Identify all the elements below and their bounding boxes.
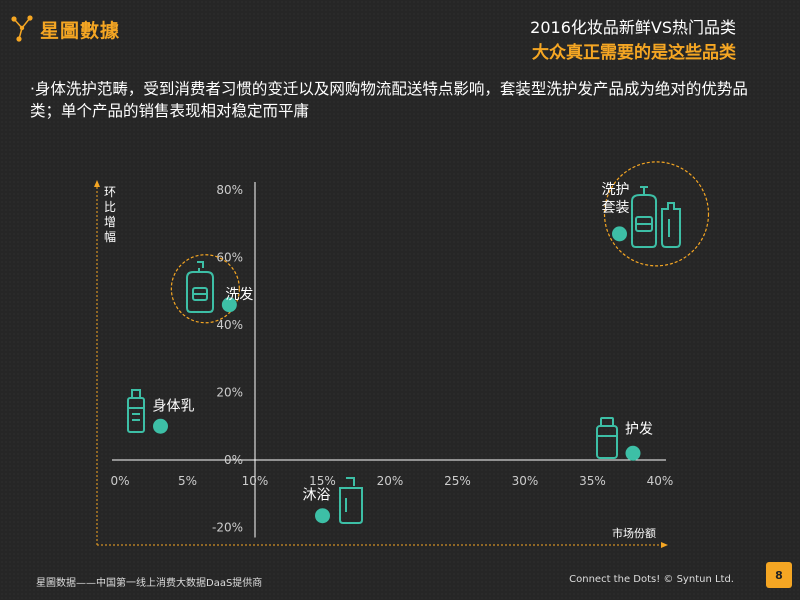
- outer-x-arrow: [661, 542, 668, 548]
- x-tick-label: 25%: [444, 474, 471, 488]
- shampoo-bottle-icon: [186, 261, 214, 313]
- data-point: [221, 297, 237, 313]
- page-title: 2016化妆品新鲜VS热门品类: [530, 18, 736, 37]
- data-point: [153, 418, 168, 434]
- y-tick-label: -20%: [212, 521, 243, 535]
- footer-company: 星圖数据——中国第一线上消费大数据DaaS提供商: [36, 578, 263, 589]
- conditioner-bottle-icon: [596, 417, 618, 459]
- y-tick-label: 40%: [216, 318, 243, 332]
- page-number-badge: 8: [766, 562, 792, 588]
- y-axis-label-char: 幅: [104, 229, 116, 244]
- data-point-label: 洗护套装: [602, 182, 630, 216]
- footer-copyright: Connect the Dots! © Syntun Ltd.: [569, 574, 734, 585]
- x-tick-label: 0%: [110, 474, 129, 488]
- x-axis-label: 市场份额: [612, 526, 656, 540]
- brand-logo: 星圖數據: [8, 14, 120, 44]
- shower-gel-icon: [339, 477, 363, 524]
- y-tick-label: 0%: [224, 453, 243, 467]
- x-tick-label: 10%: [242, 474, 269, 488]
- x-tick-label: 15%: [309, 474, 336, 488]
- data-point-label: 身体乳: [153, 398, 195, 414]
- outer-y-arrow: [94, 180, 100, 187]
- y-tick-label: 80%: [216, 183, 243, 197]
- highlight-ring-shampoo: [170, 254, 240, 324]
- x-tick-label: 40%: [647, 474, 674, 488]
- y-axis-label: 环比增幅: [104, 185, 116, 244]
- y-tick-label: 60%: [216, 251, 243, 265]
- x-tick-label: 30%: [512, 474, 539, 488]
- data-point-label: 沐浴: [303, 488, 331, 504]
- shampoo-set-icon: [631, 186, 681, 248]
- x-tick-label: 20%: [377, 474, 404, 488]
- y-axis-label-char: 比: [104, 200, 116, 214]
- lotion-bottle-icon: [127, 389, 145, 433]
- description-text: ·身体洗护范畴，受到消费者习惯的变迁以及网购物流配送特点影响，套装型洗护发产品成…: [30, 80, 748, 120]
- page-subtitle: 大众真正需要的是这些品类: [532, 43, 736, 63]
- highlight-ring-set: [603, 161, 710, 267]
- data-point: [625, 445, 641, 461]
- logo-dots-icon: [11, 15, 33, 42]
- y-axis-label-char: 增: [104, 215, 116, 229]
- data-point-label: 洗发: [225, 287, 253, 303]
- data-point: [612, 226, 627, 242]
- y-tick-label: 20%: [216, 386, 243, 400]
- x-tick-label: 35%: [579, 474, 606, 488]
- logo-text: 星圖數據: [40, 19, 121, 42]
- y-axis-label-char: 环: [104, 185, 116, 199]
- x-tick-label: 5%: [178, 474, 197, 488]
- data-point: [315, 508, 330, 524]
- data-point-label: 护发: [625, 421, 653, 437]
